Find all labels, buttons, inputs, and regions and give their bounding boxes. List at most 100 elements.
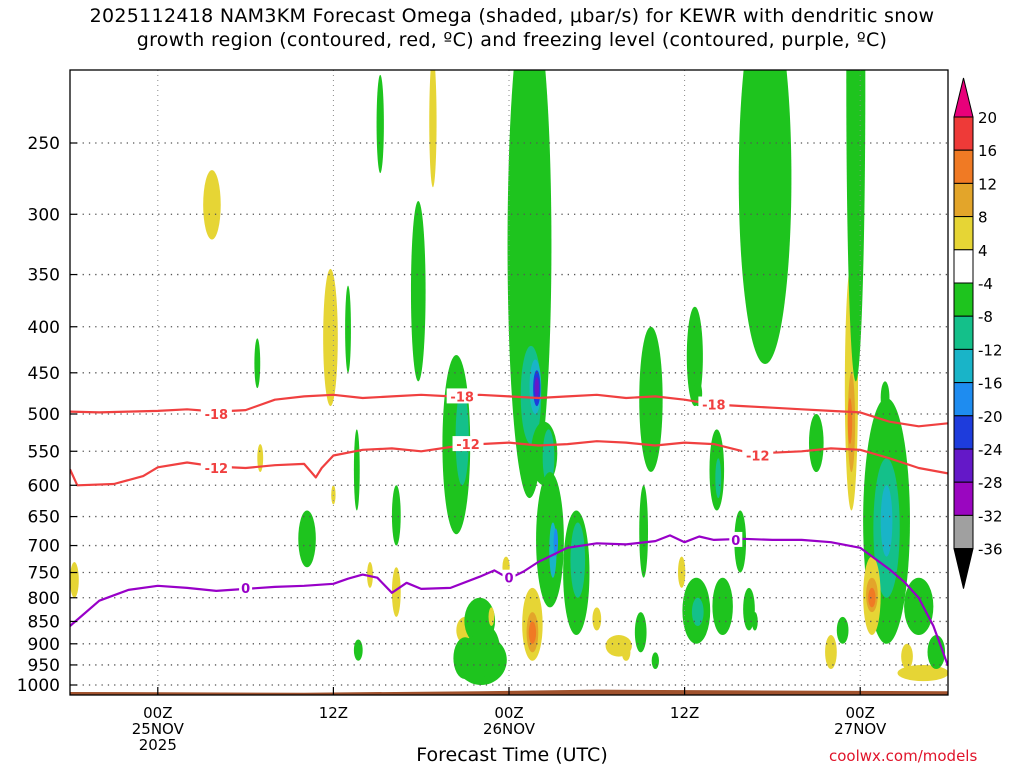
omega-cell-51	[715, 458, 722, 499]
x-axis-label: Forecast Time (UTC)	[416, 744, 608, 766]
x-tick-label-12-0: 12Z	[319, 704, 348, 722]
omega-cell-48	[691, 597, 704, 627]
contour-label--18-1: -18	[450, 390, 474, 405]
colorbar-swatch-16	[953, 116, 974, 151]
contour-label--12-2: -12	[746, 450, 770, 465]
omega-cell-14	[429, 70, 437, 188]
omega-cell-34	[570, 522, 586, 598]
omega-cell-11	[376, 74, 384, 174]
omega-shading	[70, 70, 948, 686]
x-tick-label-24-1: 26NOV	[483, 720, 536, 738]
gridlines	[70, 70, 948, 695]
y-tick-label-300: 300	[28, 205, 60, 225]
colorbar-bottom-arrow	[953, 548, 974, 589]
y-tick-label-400: 400	[28, 318, 60, 338]
y-tick-label-600: 600	[28, 476, 60, 496]
omega-cell-75	[488, 607, 495, 627]
omega-cell-22	[453, 637, 477, 680]
omega-cell-54	[743, 587, 755, 631]
colorbar-label--20: -20	[978, 408, 1003, 426]
colorbar-swatch--20	[953, 382, 974, 417]
site-credit[interactable]: coolwx.com/models	[829, 747, 978, 765]
contour-label-0-0: 0	[241, 582, 250, 597]
colorbar-swatch--28	[953, 448, 974, 483]
omega-cell-41	[639, 326, 663, 473]
y-tick-label-250: 250	[28, 134, 60, 154]
omega-cell-5	[323, 268, 338, 407]
omega-cell-70	[897, 664, 948, 682]
omega-cell-3	[70, 561, 79, 598]
omega-cell-61	[846, 70, 866, 382]
omega-cell-32	[553, 528, 559, 557]
colorbar-swatch-8	[953, 182, 974, 218]
omega-cell-56	[738, 70, 792, 364]
contour-label-bg-0-2	[729, 531, 743, 547]
colorbar-swatch--16	[953, 348, 974, 384]
chart-title-line1: 2025112418 NAM3KM Forecast Omega (shaded…	[89, 5, 935, 27]
y-tick-label-700: 700	[28, 537, 60, 557]
colorbar-label--32: -32	[978, 507, 1003, 525]
omega-cell-15	[410, 201, 426, 382]
omega-cell-1	[254, 338, 261, 389]
omega-cell-44	[651, 652, 659, 670]
contour-labels: -18 -18 -18 -12 -12 -12 0 0 0	[200, 388, 774, 597]
contour-label-bg--18-0	[200, 406, 232, 421]
omega-cell-65	[880, 381, 890, 414]
omega-cell-4	[298, 510, 316, 568]
colorbar-swatch--24	[953, 415, 974, 450]
y-tick-label-500: 500	[28, 405, 60, 425]
contour-label-bg-0-0	[239, 579, 253, 595]
x-tick-label-0-0: 00Z	[143, 704, 172, 722]
contour-label--18-0: -18	[205, 408, 229, 423]
omega-cell-52	[712, 577, 733, 636]
colorbar-label--8: -8	[978, 308, 993, 326]
colorbar-label--24: -24	[978, 441, 1003, 459]
contour-label--12-0: -12	[205, 462, 229, 477]
colorbar-label--16: -16	[978, 375, 1003, 393]
contour-label--18-2: -18	[702, 399, 726, 414]
y-tick-label-800: 800	[28, 589, 60, 609]
omega-cell-74	[836, 616, 849, 644]
colorbar: 20 16 12 8 4 -4 -8 -12 -16 -20 -24 -28 -32 -36	[953, 77, 1003, 589]
y-tick-label-900: 900	[28, 635, 60, 655]
colorbar-swatch--36	[953, 514, 974, 550]
omega-cell-76	[621, 643, 631, 661]
omega-cell-60	[847, 398, 853, 445]
colorbar-top-arrow	[953, 77, 974, 118]
omega-cell-21	[473, 626, 501, 678]
contour-label-0-1: 0	[504, 572, 513, 587]
omega-cell-55	[751, 612, 758, 631]
colorbar-swatch--32	[953, 481, 974, 516]
colorbar-swatch--8	[953, 282, 974, 317]
contour-label-bg--12-2	[742, 447, 774, 463]
x-tick-label-36-0: 12Z	[670, 704, 699, 722]
omega-cell-12	[391, 485, 401, 546]
omega-cell-27	[534, 377, 539, 399]
y-tick-label-450: 450	[28, 364, 60, 384]
colorbar-swatch-4	[953, 216, 974, 251]
colorbar-label-8: 8	[978, 209, 988, 227]
colorbar-label-16: 16	[978, 142, 997, 160]
colorbar-swatch--12	[953, 315, 974, 350]
y-tick-label-550: 550	[28, 442, 60, 462]
contour-label--12-1: -12	[456, 438, 480, 453]
omega-cell-69	[904, 577, 934, 636]
colorbar-label--28: -28	[978, 474, 1003, 492]
omega-cell-8	[353, 429, 360, 511]
y-tick-label-650: 650	[28, 508, 60, 528]
colorbar-label--4: -4	[978, 275, 993, 293]
omega-cell-43	[634, 612, 647, 653]
pressure-axis: 250 300 350 400 450 500 550 600 650 700 750 800 850 9…	[17, 134, 77, 696]
omega-cell-10	[367, 561, 373, 588]
omega-cell-9	[353, 639, 363, 661]
omega-cell-39	[592, 607, 602, 631]
contour-label-0-2: 0	[731, 534, 740, 549]
omega-cell-45	[686, 306, 703, 407]
y-tick-label-350: 350	[28, 266, 60, 286]
x-tick-label-24-0: 00Z	[494, 704, 523, 722]
contour-label-bg--12-0	[200, 459, 232, 475]
omega-cell-57	[808, 414, 824, 473]
y-tick-label-950: 950	[28, 656, 60, 676]
colorbar-swatch-12	[953, 149, 974, 184]
